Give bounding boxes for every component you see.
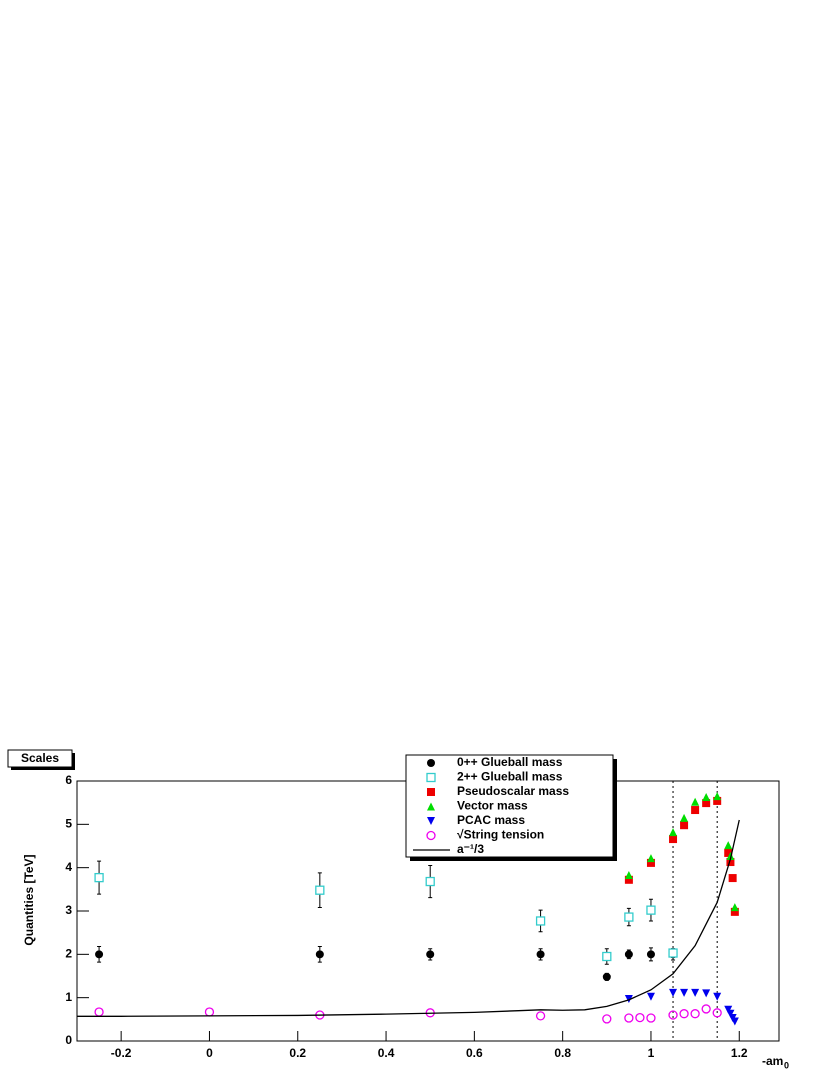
x-tick-label: -0.2 <box>111 1046 132 1060</box>
point <box>728 874 737 883</box>
point <box>691 988 700 997</box>
x-tick-label: 1.2 <box>731 1046 748 1060</box>
legend-label: Vector mass <box>457 799 528 813</box>
point <box>679 1009 689 1019</box>
point <box>702 989 711 998</box>
y-tick-label: 5 <box>65 817 72 831</box>
point <box>669 828 678 837</box>
point <box>691 797 700 806</box>
point <box>712 1008 722 1018</box>
x-tick-label: 1 <box>648 1046 655 1060</box>
y-tick-label: 6 <box>65 773 72 787</box>
legend-swatch <box>427 788 435 796</box>
point <box>726 851 735 860</box>
point <box>669 988 678 997</box>
point <box>646 854 655 863</box>
x-axis-label: -am <box>762 1054 783 1068</box>
x-axis-label-sub: 0 <box>784 1060 789 1070</box>
y-tick-label: 3 <box>65 903 72 917</box>
legend-swatch <box>427 802 435 811</box>
legend-swatch <box>427 817 435 825</box>
legend-label: 0++ Glueball mass <box>457 755 563 769</box>
curve <box>77 819 740 1017</box>
point <box>724 848 733 857</box>
point <box>730 903 739 912</box>
x-tick-label: 0.2 <box>289 1046 306 1060</box>
point <box>315 885 325 895</box>
point <box>624 912 634 922</box>
legend-label: a⁻¹/3 <box>457 842 484 856</box>
point <box>535 916 546 926</box>
legend-label: PCAC mass <box>457 813 525 827</box>
point <box>94 872 104 883</box>
legend-label: Pseudoscalar mass <box>457 784 569 798</box>
point <box>713 796 722 805</box>
point <box>624 950 633 959</box>
legend-swatch <box>426 772 436 783</box>
y-tick-label: 0 <box>65 1033 72 1047</box>
point <box>669 835 678 844</box>
point <box>726 858 735 867</box>
point <box>635 1012 645 1023</box>
legend-swatch <box>427 759 435 767</box>
point <box>646 1013 656 1023</box>
point <box>730 1017 739 1026</box>
legend-swatch <box>426 830 436 841</box>
point <box>668 948 678 958</box>
point <box>624 994 633 1003</box>
point <box>713 792 722 801</box>
title-box <box>7 749 73 768</box>
point <box>680 988 689 997</box>
point <box>713 992 722 1001</box>
point <box>701 1004 711 1014</box>
point <box>646 905 656 915</box>
point <box>535 1011 546 1021</box>
y-tick-label: 4 <box>65 860 72 874</box>
point <box>646 992 655 1001</box>
point <box>730 907 739 916</box>
point <box>624 1013 634 1023</box>
point <box>536 950 545 959</box>
x-tick-label: 0.6 <box>466 1046 483 1060</box>
x-tick-label: 0.4 <box>378 1046 395 1060</box>
y-tick-label: 2 <box>65 947 72 961</box>
point <box>680 821 689 830</box>
point <box>425 876 435 887</box>
point <box>95 950 104 959</box>
point <box>602 951 612 962</box>
legend-label: 2++ Glueball mass <box>457 770 563 784</box>
point <box>426 950 435 959</box>
point <box>702 793 711 802</box>
point <box>724 841 733 850</box>
chart-title: Scales <box>21 751 59 765</box>
x-tick-label: 0.8 <box>554 1046 571 1060</box>
point <box>646 950 655 959</box>
point <box>702 799 711 808</box>
y-tick-label: 1 <box>65 990 72 1004</box>
point <box>315 950 324 959</box>
point <box>680 813 689 822</box>
point <box>668 1010 678 1020</box>
point <box>602 1014 612 1024</box>
legend-box <box>405 754 614 858</box>
legend-label: √String tension <box>457 828 544 842</box>
point <box>726 1009 735 1018</box>
y-axis-label: Quantities [TeV] <box>22 854 36 945</box>
point <box>690 1009 700 1019</box>
x-tick-label: 0 <box>206 1046 213 1060</box>
point <box>624 871 633 880</box>
point <box>624 875 633 884</box>
point <box>646 858 655 867</box>
point <box>602 972 611 981</box>
point <box>691 806 700 815</box>
